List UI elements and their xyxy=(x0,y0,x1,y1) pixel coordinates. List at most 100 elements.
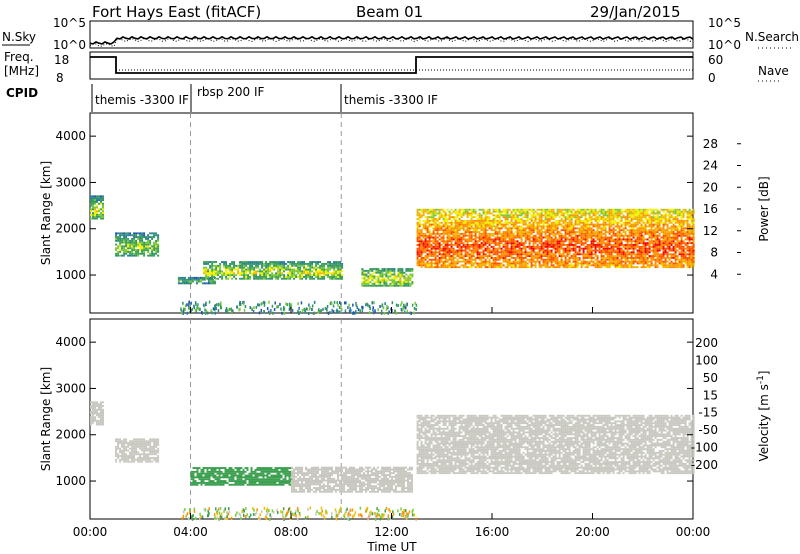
power-echo-cell xyxy=(422,234,425,237)
power-echo-cell xyxy=(428,242,431,245)
power-echo-cell xyxy=(516,240,519,243)
power-echo-cell xyxy=(518,266,521,269)
power-echo-cell xyxy=(532,229,535,232)
power-echo-cell xyxy=(434,247,437,250)
power-echo-cell xyxy=(688,262,691,265)
power-echo-cell xyxy=(486,251,489,254)
power-echo-cell xyxy=(464,253,467,256)
power-echo-cell xyxy=(554,221,557,224)
power-echo-cell xyxy=(237,272,240,275)
power-echo-cell xyxy=(682,255,685,257)
power-echo-cell xyxy=(624,264,627,267)
power-echo-cell xyxy=(462,210,465,213)
power-echo-cell xyxy=(458,251,461,254)
power-echo-cell xyxy=(662,231,665,233)
power-echo-cell xyxy=(123,254,126,257)
power-echo-cell xyxy=(387,271,390,274)
power-echo-cell xyxy=(582,247,585,250)
power-echo-cell xyxy=(600,253,603,256)
power-echo-cell xyxy=(153,254,156,257)
power-echo-cell xyxy=(223,266,226,269)
power-echo-cell xyxy=(205,263,208,265)
power-echo-cell xyxy=(462,236,465,239)
power-echo-cell xyxy=(361,277,364,280)
power-echo-cell xyxy=(397,282,400,285)
power-echo-cell xyxy=(546,245,549,248)
power-echo-cell xyxy=(133,245,136,248)
power-echo-cell xyxy=(255,266,258,269)
power-echo-cell xyxy=(181,282,184,285)
power-echo-cell xyxy=(568,232,571,235)
power-echo-cell xyxy=(646,238,649,241)
power-echo-cell xyxy=(528,227,531,230)
power-echo-cell xyxy=(616,232,619,235)
power-echo-cell xyxy=(590,227,593,230)
power-echo-cell xyxy=(562,208,565,211)
power-echo-cell xyxy=(540,253,543,256)
freq-left-tick-top: 18 xyxy=(54,53,69,67)
power-echo-cell xyxy=(520,244,523,246)
power-echo-cell xyxy=(450,221,453,224)
power-echo-cell xyxy=(100,197,102,200)
power-echo-cell xyxy=(211,274,214,276)
power-echo-cell xyxy=(365,281,368,283)
power-echo-cell xyxy=(632,244,635,246)
power-echo-cell xyxy=(642,234,645,237)
power-echo-cell xyxy=(470,214,473,217)
power-echo-cell xyxy=(528,247,531,250)
power-echo-cell xyxy=(606,262,609,265)
power-echo-cell xyxy=(215,277,218,280)
power-echo-cell xyxy=(468,227,471,230)
power-echo-cell xyxy=(652,247,655,250)
power-echo-cell xyxy=(237,268,240,271)
power-echo-cell xyxy=(526,264,529,267)
power-echo-cell xyxy=(478,253,481,256)
power-echo-cell xyxy=(632,232,635,235)
power-echo-cell xyxy=(540,247,543,250)
power-echo-cell xyxy=(245,261,248,263)
power-echo-cell xyxy=(512,244,515,246)
power-echo-cell xyxy=(420,216,423,219)
power-echo-cell xyxy=(185,278,188,281)
power-echo-cell xyxy=(92,206,94,209)
power-echo-cell xyxy=(664,240,667,243)
power-echo-cell xyxy=(558,223,561,226)
power-echo-cell xyxy=(498,240,501,243)
power-echo-cell xyxy=(153,236,156,238)
power-echo-cell xyxy=(656,255,659,257)
power-echo-cell xyxy=(510,219,513,222)
power-echo-cell xyxy=(492,266,495,269)
power-echo-cell xyxy=(612,240,615,243)
power-echo-cell xyxy=(127,245,130,248)
power-speckle-cell xyxy=(332,304,335,308)
power-echo-cell xyxy=(301,276,304,278)
power-echo-cell xyxy=(538,216,541,219)
power-echo-cell xyxy=(468,258,471,261)
power-echo-cell xyxy=(616,247,619,250)
power-echo-cell xyxy=(534,210,537,213)
power-echo-cell xyxy=(516,218,519,220)
power-echo-cell xyxy=(650,221,653,224)
power-echo-cell xyxy=(550,240,553,243)
power-echo-cell xyxy=(271,277,274,280)
power-echo-cell xyxy=(478,208,481,211)
power-echo-cell xyxy=(620,257,623,259)
power-echo-cell xyxy=(662,238,665,241)
power-echo-cell xyxy=(452,218,455,220)
power-echo-cell xyxy=(219,276,222,278)
power-echo-cell xyxy=(207,276,210,278)
power-echo-cell xyxy=(652,234,655,237)
power-echo-cell xyxy=(221,261,224,263)
power-echo-cell xyxy=(434,210,437,213)
power-echo-cell xyxy=(472,249,475,252)
power-echo-cell xyxy=(133,247,136,250)
power-echo-cell xyxy=(534,221,537,224)
power-echo-cell xyxy=(670,227,673,230)
power-echo-cell xyxy=(616,238,619,241)
power-echo-cell xyxy=(620,253,623,256)
power-echo-cell xyxy=(680,240,683,243)
power-echo-cell xyxy=(618,216,621,219)
power-echo-cell xyxy=(434,245,437,248)
power-echo-cell xyxy=(662,208,665,211)
power-echo-cell xyxy=(634,244,637,246)
